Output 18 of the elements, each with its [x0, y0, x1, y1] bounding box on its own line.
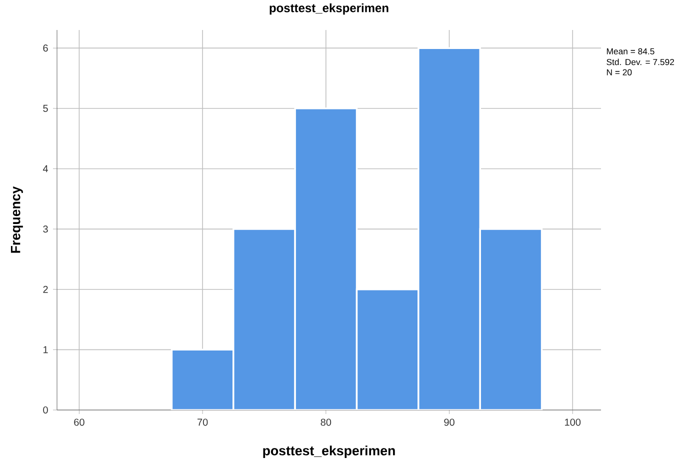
x-tick-label: 90 — [444, 418, 454, 426]
x-tick-label: 100 — [565, 418, 581, 426]
y-tick-label: 4 — [42, 165, 48, 172]
y-tick-label: 5 — [43, 104, 48, 112]
text: Std. Dev. = 7.592 — [606, 58, 674, 66]
x-tick-label: 70 — [198, 418, 208, 426]
x-axis-title: posttest_eksperimen — [263, 446, 395, 458]
y-tick-label: 0 — [43, 406, 48, 414]
text: Mean = 84.5 — [606, 48, 654, 54]
x-tick-label: 60 — [74, 418, 84, 426]
chart-title: posttest_eksperimen — [270, 3, 388, 15]
text: N = 20 — [606, 69, 632, 76]
y-tick-label: 2 — [43, 286, 48, 293]
y-axis-title: Frequency — [10, 186, 23, 253]
y-tick-label: 3 — [43, 225, 48, 233]
y-tick-label: 6 — [43, 44, 48, 52]
x-tick-label: 80 — [320, 418, 332, 426]
y-tick-label: 1 — [43, 346, 48, 354]
